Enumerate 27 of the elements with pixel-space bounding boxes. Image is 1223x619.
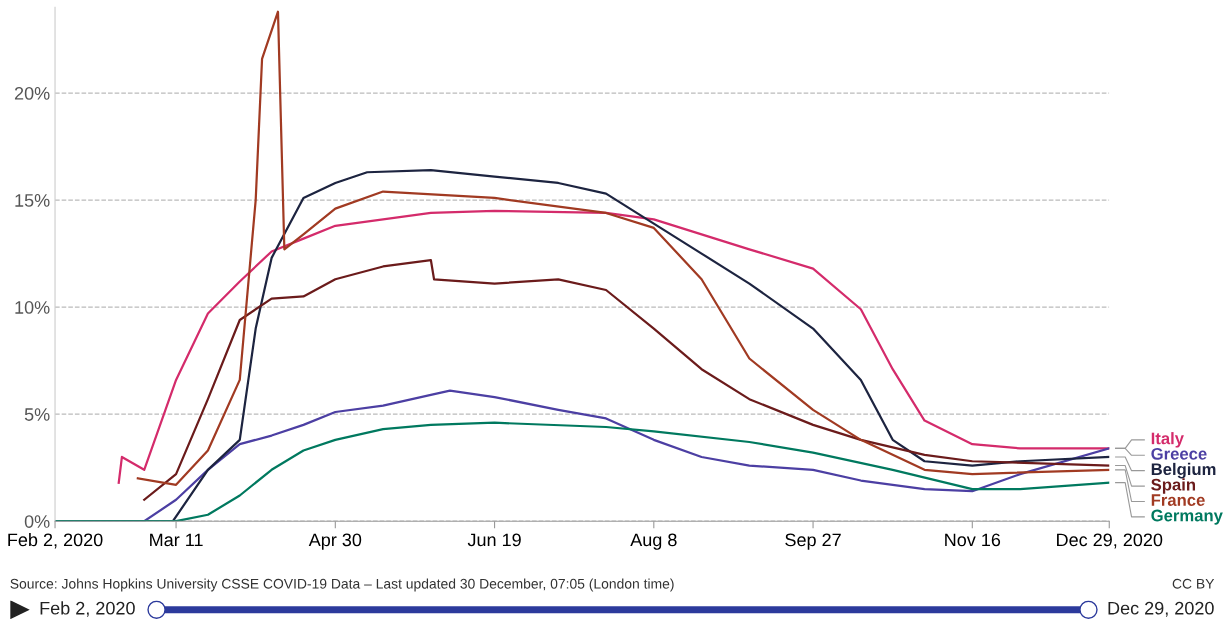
line-series [136, 10, 1110, 486]
x-tick-label: Sep 27 [785, 533, 841, 550]
source-note: Source: Johns Hopkins University CSSE COVID-19 Data – Last updated 30 December, 07:05 (London time) [10, 578, 674, 592]
text: Belgium [1151, 462, 1216, 479]
x-tick-label: Aug 8 [630, 533, 677, 550]
y-tick-label: 15% [15, 194, 50, 207]
x-tick-label: Nov 16 [945, 533, 1001, 547]
text: Italy [1151, 432, 1184, 448]
line-series [117, 209, 1110, 484]
x-tick-label: Apr 30 [308, 533, 362, 550]
x-tick-label: Jun 19 [467, 533, 521, 547]
y-tick-label: 5% [24, 408, 50, 421]
x-tick-label: Feb 2, 2020 [8, 533, 103, 549]
text: Greece [1151, 447, 1207, 460]
text: Germany [1151, 509, 1223, 525]
x-tick-label: Dec 29, 2020 [1057, 533, 1163, 549]
text: CC BY [1172, 578, 1215, 589]
x-tick-label: Mar 11 [150, 533, 203, 547]
y-tick-label: 20% [14, 86, 50, 100]
text: Spain [1151, 478, 1196, 494]
y-tick-label: 0% [24, 515, 50, 528]
text: Dec 29, 2020 [1108, 601, 1214, 617]
text: France [1151, 494, 1205, 506]
text: Feb 2, 2020 [40, 601, 135, 617]
line-series [171, 169, 1110, 522]
line-series [143, 258, 1110, 501]
y-tick-label: 10% [15, 301, 50, 314]
